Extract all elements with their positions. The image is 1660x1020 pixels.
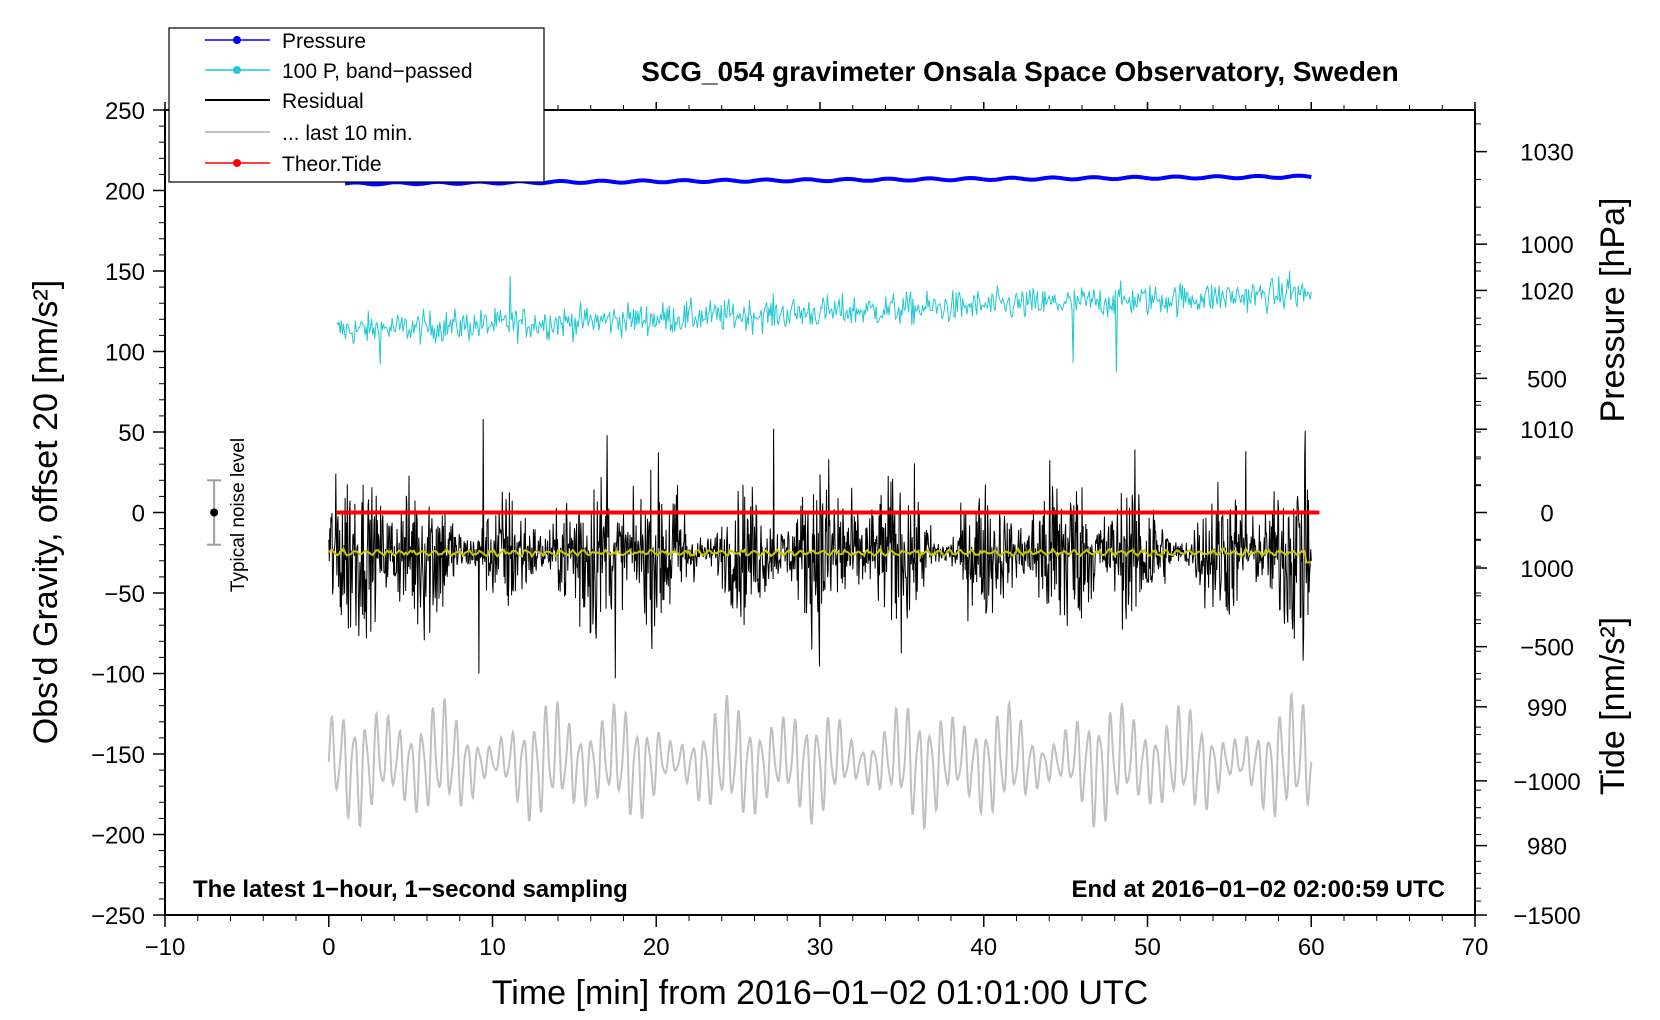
series-last-10-min-line bbox=[327, 691, 1313, 831]
x-tick-label: −10 bbox=[145, 934, 186, 961]
noise-level-label: Typical noise level bbox=[228, 438, 249, 592]
tide-axis-ticks: 1000 500 0 −500 −1000 −1500 bbox=[1475, 232, 1581, 930]
y-tick-label: −200 bbox=[91, 823, 145, 850]
x-axis-title: Time [min] from 2016−01−02 01:01:00 UTC bbox=[492, 974, 1148, 1012]
tide-tick-label: 0 bbox=[1540, 501, 1553, 528]
x-tick-label: 10 bbox=[479, 934, 506, 961]
pressure-axis-title: Pressure [hPa] bbox=[1594, 198, 1632, 423]
legend-label-bandpassed: 100 P, band−passed bbox=[282, 60, 473, 83]
pressure-tick-label: 980 bbox=[1527, 834, 1567, 861]
y-tick-label: −250 bbox=[91, 903, 145, 930]
left-axis-title: Obs'd Gravity, offset 20 [nm/s²] bbox=[27, 280, 65, 744]
legend-item-residual: Residual bbox=[205, 90, 364, 113]
x-tick-label: 50 bbox=[1134, 934, 1161, 961]
pressure-tick-label: 1010 bbox=[1520, 417, 1573, 444]
legend-label-residual: Residual bbox=[282, 90, 364, 113]
left-axis-ticks: 250 200 150 100 50 0 −50 −100 −150 −200 −250 bbox=[91, 98, 165, 930]
legend-item-theoretical-tide: Theor.Tide bbox=[205, 153, 382, 176]
legend-marker-theoretical-tide bbox=[233, 159, 241, 167]
tide-tick-label: −500 bbox=[1520, 635, 1574, 662]
legend: Pressure 100 P, band−passed Residual ...… bbox=[168, 27, 545, 183]
x-axis-ticks: −10 0 10 20 30 40 50 60 70 bbox=[145, 102, 1489, 961]
series-pressure-line bbox=[344, 173, 1312, 187]
legend-marker-pressure bbox=[233, 36, 241, 44]
y-tick-label: 250 bbox=[105, 98, 145, 125]
pressure-tick-label: 1030 bbox=[1520, 140, 1573, 167]
legend-item-pressure: Pressure bbox=[205, 30, 366, 53]
sampling-note: The latest 1−hour, 1−second sampling bbox=[193, 876, 628, 903]
x-tick-label: 60 bbox=[1298, 934, 1325, 961]
legend-label-last-10-min: ... last 10 min. bbox=[282, 122, 413, 145]
y-tick-label: 100 bbox=[105, 340, 145, 367]
series-residual-smoothed-line bbox=[328, 546, 1312, 564]
x-tick-label: 20 bbox=[643, 934, 670, 961]
pressure-axis-ticks: 1030 1020 1010 1000 990 980 bbox=[1475, 123, 1574, 902]
pressure-tick-label: 1000 bbox=[1520, 556, 1573, 583]
tide-axis-title: Tide [nm/s²] bbox=[1594, 617, 1632, 795]
legend-item-bandpassed: 100 P, band−passed bbox=[205, 60, 473, 83]
series-residual-line bbox=[328, 419, 1312, 679]
tide-tick-label: −1000 bbox=[1513, 769, 1580, 796]
series-bandpassed-pressure-line bbox=[336, 270, 1312, 373]
y-tick-label: −150 bbox=[91, 742, 145, 769]
y-tick-label: 0 bbox=[132, 501, 145, 528]
end-time-note: End at 2016−01−02 02:00:59 UTC bbox=[1071, 876, 1445, 903]
x-tick-label: 0 bbox=[322, 934, 335, 961]
tide-tick-label: −1500 bbox=[1513, 903, 1580, 930]
legend-label-theoretical-tide: Theor.Tide bbox=[282, 153, 382, 176]
y-tick-label: 50 bbox=[118, 420, 145, 447]
noise-center-dot bbox=[210, 508, 219, 517]
series-layer bbox=[327, 173, 1320, 831]
pressure-tick-label: 1020 bbox=[1520, 278, 1573, 305]
x-tick-label: 70 bbox=[1462, 934, 1489, 961]
x-tick-label: 30 bbox=[807, 934, 834, 961]
tide-tick-label: 1000 bbox=[1520, 232, 1573, 259]
legend-item-last-10-min: ... last 10 min. bbox=[205, 122, 413, 145]
y-tick-label: −50 bbox=[104, 581, 145, 608]
legend-marker-bandpassed bbox=[233, 66, 241, 74]
y-tick-label: −100 bbox=[91, 662, 145, 689]
legend-label-pressure: Pressure bbox=[282, 30, 366, 53]
tide-tick-label: 500 bbox=[1527, 366, 1567, 393]
chart-title: SCG_054 gravimeter Onsala Space Observat… bbox=[641, 56, 1398, 87]
pressure-tick-label: 990 bbox=[1527, 695, 1567, 722]
y-tick-label: 150 bbox=[105, 259, 145, 286]
noise-level-indicator: Typical noise level bbox=[207, 438, 249, 592]
legend-box bbox=[168, 27, 545, 183]
x-tick-label: 40 bbox=[970, 934, 997, 961]
y-tick-label: 200 bbox=[105, 179, 145, 206]
